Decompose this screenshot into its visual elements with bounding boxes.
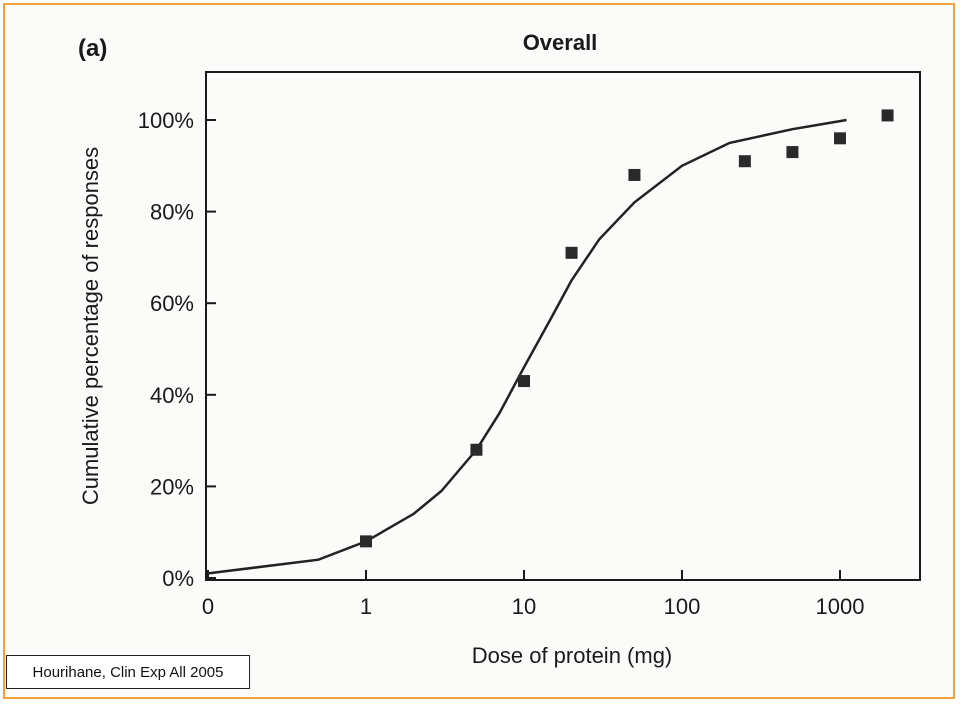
data-point-square [881,109,894,122]
chart-title: Overall [523,30,598,55]
fitted-curve-line [207,118,847,575]
data-point-square [360,535,372,548]
y-axis: 0% 20% 40% 60% 80% 100% [138,108,216,591]
y-tick-label: 60% [150,291,194,316]
figure-frame [3,3,955,699]
citation-text: Hourihane, Clin Exp All 2005 [32,663,224,681]
data-point-square [565,246,578,259]
y-tick-label: 80% [150,200,194,225]
data-point-square [470,443,483,456]
y-tick-label: 100% [138,108,194,133]
panel-label: (a) [78,35,107,62]
x-tick-label: 1 [360,594,372,619]
data-point-square [628,168,641,181]
y-tick-label: 40% [150,383,194,408]
x-axis-label: Dose of protein (mg) [472,643,673,668]
x-tick-label: 0 [202,594,214,619]
data-point-square [834,132,846,145]
x-tick-label: 1000 [816,594,865,619]
x-tick-label: 10 [512,594,536,619]
data-point-square [518,375,530,388]
y-tick-label: 0% [162,566,194,591]
data-point-square [738,155,751,168]
citation-box: Hourihane, Clin Exp All 2005 [6,655,250,689]
x-tick-label: 100 [664,594,701,619]
data-points [360,109,894,548]
x-axis: 0 1 10 100 1000 [202,570,865,619]
plot-area-frame [205,71,921,581]
y-axis-label: Cumulative percentage of responses [78,147,103,505]
data-point-square [786,146,799,159]
y-tick-label: 20% [150,474,194,499]
